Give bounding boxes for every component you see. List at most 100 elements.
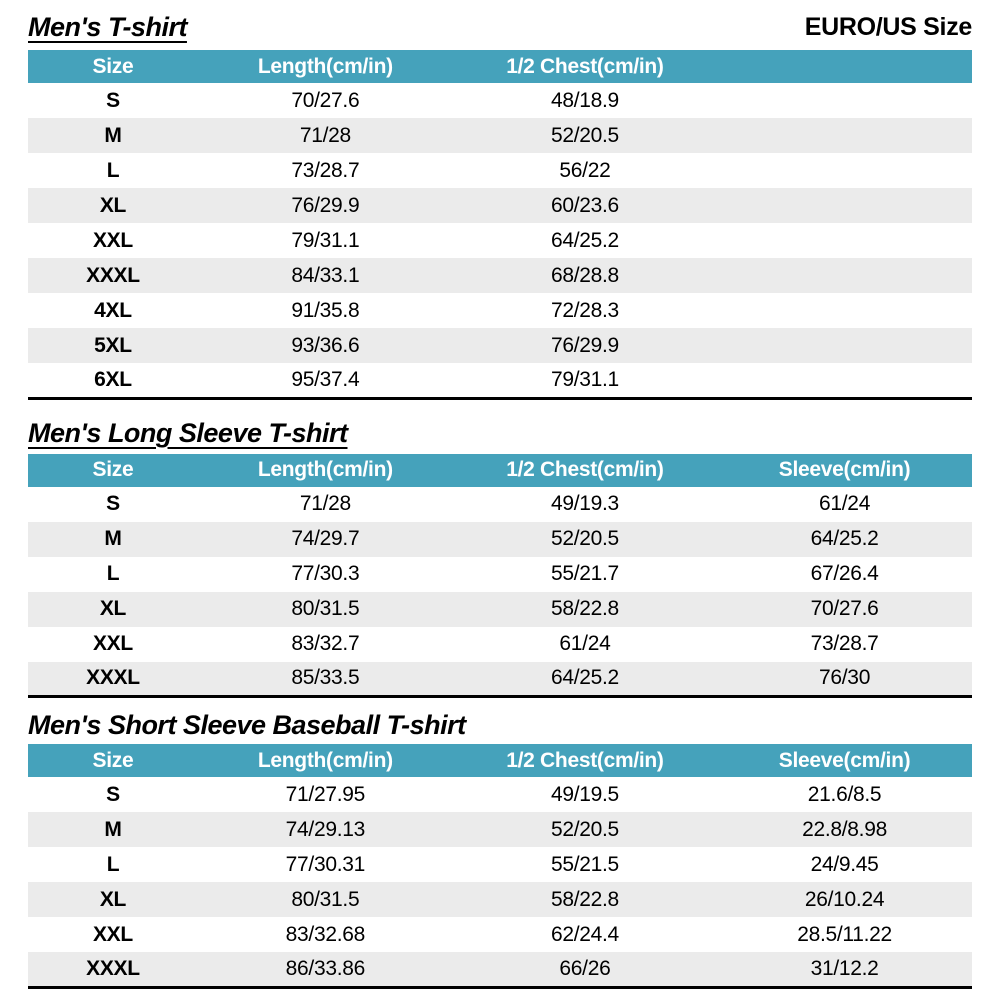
header-row: Size Length(cm/in) 1/2 Chest(cm/in) <box>28 50 972 83</box>
size-cell: M <box>104 817 122 841</box>
measurement-cell: 49/19.3 <box>550 492 619 515</box>
measurement-cell: 71/28 <box>299 123 351 147</box>
measurement-cell: 21.6/8.5 <box>807 782 882 806</box>
table-row: L 77/30.3 55/21.7 67/26.4 <box>28 557 972 592</box>
measurement-cell: 52/20.5 <box>550 123 619 147</box>
table-row: L 73/28.7 56/22 <box>28 153 972 188</box>
measurement-cell: 60/23.6 <box>550 193 619 217</box>
measurement-cell: 70/27.6 <box>291 88 360 112</box>
measurement-cell <box>717 118 972 153</box>
measurement-cell: 62/24.4 <box>550 922 619 946</box>
measurement-cell: 83/32.7 <box>291 632 360 655</box>
column-header: Sleeve(cm/in) <box>717 453 972 487</box>
table-row: XXL 83/32.7 61/24 73/28.7 <box>28 627 972 662</box>
column-header: 1/2 Chest(cm/in) <box>452 744 718 777</box>
measurement-cell: 74/29.7 <box>291 527 360 550</box>
column-header <box>717 50 972 83</box>
size-table-mens-tshirt: Size Length(cm/in) 1/2 Chest(cm/in) S 70/27… <box>28 50 972 400</box>
column-header: Length(cm/in) <box>197 50 453 83</box>
measurement-cell: 68/28.8 <box>550 263 619 287</box>
table-row: M 71/28 52/20.5 <box>28 118 972 153</box>
measurement-cell: 80/31.5 <box>291 597 360 620</box>
size-cell: XXXL <box>86 666 140 690</box>
measurement-cell: 49/19.5 <box>550 782 619 806</box>
measurement-cell: 64/25.2 <box>810 527 879 550</box>
section-mens-short-sleeve-baseball-tshirt: Men's Short Sleeve Baseball T-shirt Size… <box>28 708 972 989</box>
measurement-cell: 26/10.24 <box>804 887 885 911</box>
size-standard-label: EURO/US Size <box>804 13 973 41</box>
measurement-cell: 73/28.7 <box>810 632 879 655</box>
column-header: 1/2 Chest(cm/in) <box>452 453 718 487</box>
size-cell: M <box>104 527 122 550</box>
column-header: Sleeve(cm/in) <box>717 744 972 777</box>
measurement-cell: 58/22.8 <box>550 887 619 911</box>
measurement-cell: 31/12.2 <box>810 956 879 980</box>
measurement-cell: 77/30.3 <box>291 562 360 585</box>
measurement-cell: 85/33.5 <box>291 666 360 690</box>
table-row: XXXL 85/33.5 64/25.2 76/30 <box>28 661 972 697</box>
measurement-cell: 84/33.1 <box>291 263 360 287</box>
measurement-cell <box>717 258 972 293</box>
measurement-cell: 66/26 <box>559 956 611 980</box>
measurement-cell: 79/31.1 <box>291 228 360 252</box>
measurement-cell: 93/36.6 <box>291 333 360 357</box>
measurement-cell <box>717 83 972 118</box>
measurement-cell: 76/30 <box>819 666 871 690</box>
size-cell: XL <box>99 887 127 911</box>
measurement-cell: 58/22.8 <box>550 597 619 620</box>
table-row: XL 76/29.9 60/23.6 <box>28 188 972 223</box>
size-cell: L <box>106 158 120 182</box>
measurement-cell: 55/21.5 <box>550 852 619 876</box>
column-header: Length(cm/in) <box>197 453 453 487</box>
measurement-cell: 64/25.2 <box>550 228 619 252</box>
size-cell: S <box>106 492 120 515</box>
column-header: Size <box>28 453 198 487</box>
table-row: M 74/29.13 52/20.5 22.8/8.98 <box>28 812 972 847</box>
table-row: XXXL 84/33.1 68/28.8 <box>28 258 972 293</box>
measurement-cell: 71/27.95 <box>285 782 366 806</box>
column-header: Length(cm/in) <box>197 744 453 777</box>
table-row: L 77/30.31 55/21.5 24/9.45 <box>28 847 972 882</box>
title-row: Men's T-shirt EURO/US Size <box>28 10 972 50</box>
measurement-cell: 73/28.7 <box>291 158 360 182</box>
size-cell: XXL <box>92 632 133 655</box>
measurement-cell <box>717 153 972 188</box>
size-cell: S <box>106 782 120 806</box>
measurement-cell: 86/33.86 <box>285 956 366 980</box>
measurement-cell: 48/18.9 <box>550 88 619 112</box>
column-header: 1/2 Chest(cm/in) <box>452 50 718 83</box>
measurement-cell: 61/24 <box>559 632 611 655</box>
measurement-cell: 76/29.9 <box>550 333 619 357</box>
size-cell: 5XL <box>94 333 132 357</box>
measurement-cell: 24/9.45 <box>810 852 879 876</box>
measurement-cell: 74/29.13 <box>285 817 366 841</box>
measurement-cell: 67/26.4 <box>810 562 879 585</box>
header-row: Size Length(cm/in) 1/2 Chest(cm/in) Sleeve(… <box>28 744 972 777</box>
measurement-cell: 83/32.68 <box>285 922 366 946</box>
table-row: S 71/28 49/19.3 61/24 <box>28 487 972 522</box>
measurement-cell: 80/31.5 <box>291 887 360 911</box>
size-cell: 4XL <box>94 298 132 322</box>
measurement-cell <box>717 363 972 398</box>
measurement-cell <box>717 223 972 258</box>
size-cell: XXXL <box>86 956 140 980</box>
size-cell: XXL <box>92 922 133 946</box>
table-row: M 74/29.7 52/20.5 64/25.2 <box>28 521 972 557</box>
section-title-mens-long-sleeve-tshirt: Men's Long Sleeve T-shirt <box>28 417 348 448</box>
table-row: 4XL 91/35.8 72/28.3 <box>28 293 972 328</box>
measurement-cell: 28.5/11.22 <box>797 922 892 946</box>
table-row: XXL 79/31.1 64/25.2 <box>28 223 972 258</box>
measurement-cell <box>717 328 972 363</box>
measurement-cell: 56/22 <box>559 158 611 182</box>
size-cell: L <box>106 562 120 585</box>
size-table-mens-long-sleeve-tshirt: Size Length(cm/in) 1/2 Chest(cm/in) Sleeve(… <box>28 453 972 698</box>
measurement-cell: 71/28 <box>299 492 351 515</box>
measurement-cell: 70/27.6 <box>810 597 879 620</box>
section-title-mens-short-sleeve-baseball-tshirt: Men's Short Sleeve Baseball T-shirt <box>28 710 466 740</box>
size-cell: XL <box>99 597 127 620</box>
section-title-mens-tshirt: Men's T-shirt <box>28 12 187 42</box>
size-cell: L <box>106 852 120 876</box>
measurement-cell: 91/35.8 <box>291 298 360 322</box>
measurement-cell: 52/20.5 <box>550 527 619 550</box>
